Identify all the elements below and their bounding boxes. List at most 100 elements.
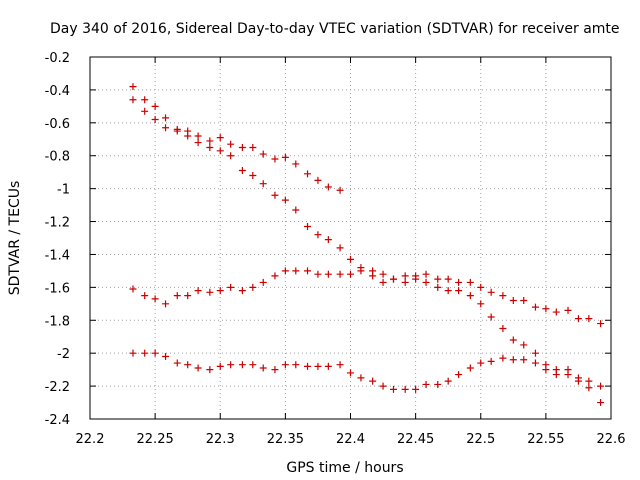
data-point [466,278,474,286]
data-point [597,320,605,328]
data-point [412,385,420,393]
x-tick-label: 22.25 [137,432,174,447]
data-point [379,278,387,286]
data-point [292,267,300,275]
data-point [151,349,159,357]
data-point [227,283,235,291]
data-point [434,283,442,291]
series-3 [129,267,605,328]
data-points [129,83,605,407]
data-point [259,180,267,188]
data-point [271,191,279,199]
data-point [564,366,572,374]
data-point [401,272,409,280]
y-tick-label: -1.6 [45,281,70,296]
y-tick-label: -1.8 [45,314,70,329]
data-point [574,374,582,382]
y-tick-label: -1 [57,183,70,198]
data-point [249,171,257,179]
data-point [281,361,289,369]
data-point [129,96,137,104]
data-point [574,315,582,323]
data-point [249,283,257,291]
data-point [499,292,507,300]
data-point [304,170,312,178]
data-point [292,206,300,214]
data-point [520,297,528,305]
data-point [184,361,192,369]
data-point [542,366,550,374]
data-point [585,315,593,323]
data-point [216,147,224,155]
data-point [455,278,463,286]
data-point [542,305,550,313]
data-point [314,270,322,278]
data-point [499,325,507,332]
x-tick-label: 22.4 [336,432,365,447]
data-point [401,385,409,393]
data-point [444,377,452,385]
data-point [487,313,495,321]
data-point [184,132,192,140]
data-point [216,134,224,142]
data-point [194,364,202,372]
data-point [422,380,430,388]
data-point [206,366,214,374]
data-point [369,272,377,280]
data-point [227,152,235,160]
data-point [552,308,560,316]
y-tick-label: -0.6 [45,117,70,132]
data-point [597,399,605,407]
data-point [477,300,485,308]
data-point [379,270,387,278]
data-point [281,196,289,204]
data-point [238,287,246,295]
data-point [184,292,192,300]
data-point [336,270,344,278]
data-point [129,285,137,293]
data-point [477,359,485,367]
data-point [206,137,214,145]
data-point [369,377,377,385]
data-point [324,183,332,191]
data-point [564,306,572,314]
data-point [444,287,452,295]
data-point [238,361,246,369]
data-point [162,352,170,360]
data-point [194,287,202,295]
data-point [422,278,430,286]
data-point [412,272,420,280]
data-point [206,144,214,151]
data-point [509,297,517,305]
data-point [292,361,300,369]
data-point [314,176,322,184]
y-tick-label: -2.2 [45,380,70,395]
data-point [151,102,159,110]
axis-ticks [89,56,612,420]
x-tick-label: 22.6 [597,432,626,447]
data-point [466,364,474,372]
data-point [151,116,159,124]
y-tick-label: -0.4 [45,84,70,99]
y-tick-label: -2.4 [45,413,70,428]
data-point [499,354,507,362]
x-tick-label: 22.5 [466,432,495,447]
data-point [434,275,442,283]
data-point [324,270,332,278]
y-tick-label: -1.2 [45,216,70,231]
data-point [455,287,463,295]
x-axis-tick-labels: 22.2 22.25 22.3 22.35 22.4 22.45 22.5 22.55 22.6 [76,432,626,447]
data-point [389,385,397,393]
data-point [216,362,224,370]
data-point [206,288,214,296]
data-point [434,380,442,388]
data-point [597,382,605,390]
data-point [401,278,409,286]
data-point [271,272,279,280]
data-point [357,267,365,275]
data-point [304,267,312,275]
data-point [487,288,495,296]
data-point [259,150,267,158]
data-point [194,132,202,140]
data-point [336,186,344,194]
